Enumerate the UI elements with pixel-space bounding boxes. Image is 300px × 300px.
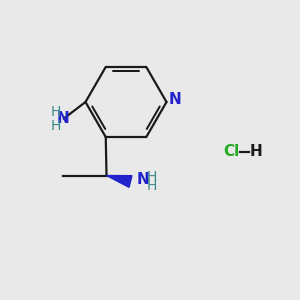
Text: H: H (50, 119, 61, 133)
Text: H: H (50, 105, 61, 119)
Text: H: H (146, 179, 157, 193)
Text: N: N (136, 172, 149, 188)
Polygon shape (106, 176, 132, 187)
Text: N: N (57, 111, 69, 126)
Text: Cl: Cl (223, 144, 239, 159)
Text: H: H (249, 144, 262, 159)
Text: N: N (169, 92, 181, 107)
Text: H: H (146, 170, 157, 184)
